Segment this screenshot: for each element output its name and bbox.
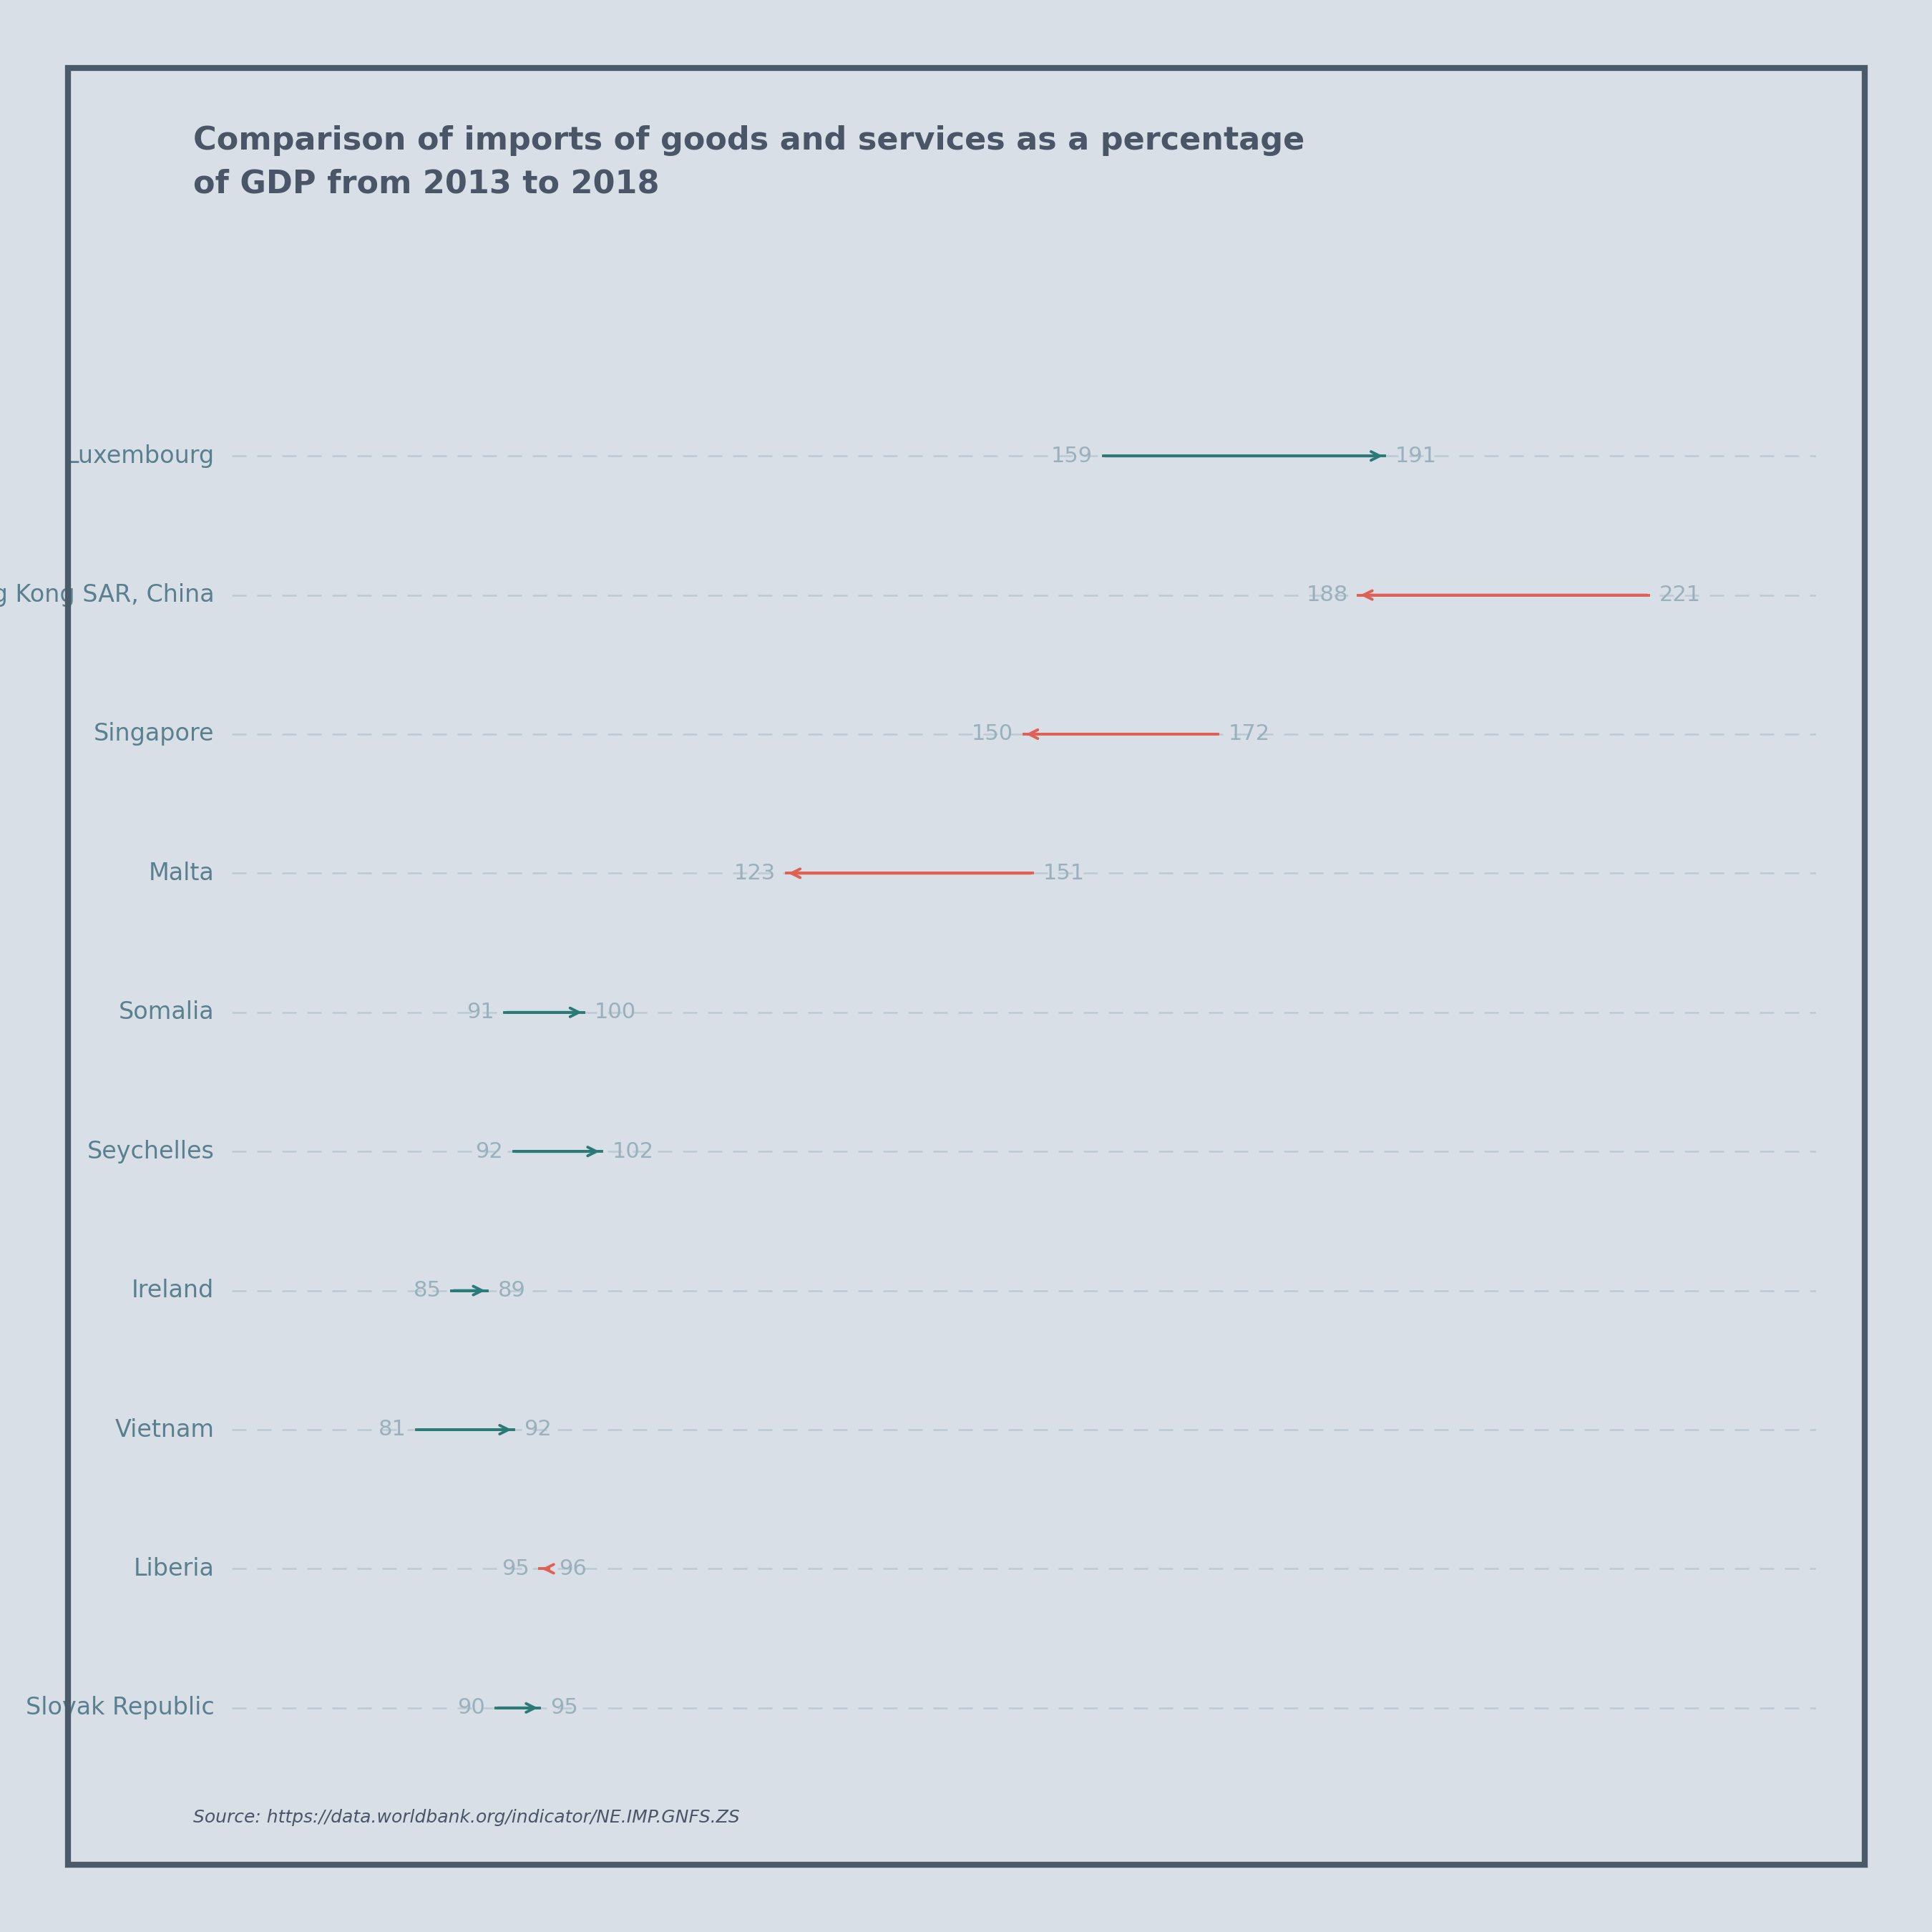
Text: 92: 92 <box>475 1142 502 1161</box>
Text: 89: 89 <box>498 1281 526 1300</box>
Text: 95: 95 <box>551 1698 578 1718</box>
Text: 81: 81 <box>379 1420 406 1439</box>
Text: 91: 91 <box>466 1003 495 1022</box>
Text: 191: 191 <box>1395 446 1437 466</box>
Text: Somalia: Somalia <box>118 1001 214 1024</box>
Text: 85: 85 <box>413 1281 440 1300</box>
Text: Slovak Republic: Slovak Republic <box>25 1696 214 1719</box>
Text: Vietnam: Vietnam <box>114 1418 214 1441</box>
Text: 151: 151 <box>1043 864 1086 883</box>
Text: 159: 159 <box>1051 446 1094 466</box>
Text: Malta: Malta <box>149 862 214 885</box>
Text: 221: 221 <box>1660 585 1700 605</box>
Text: 100: 100 <box>595 1003 636 1022</box>
Text: Seychelles: Seychelles <box>87 1140 214 1163</box>
Text: Source: https://data.worldbank.org/indicator/NE.IMP.GNFS.ZS: Source: https://data.worldbank.org/indic… <box>193 1808 740 1826</box>
Text: 172: 172 <box>1229 724 1269 744</box>
Text: Ireland: Ireland <box>131 1279 214 1302</box>
Text: 102: 102 <box>612 1142 653 1161</box>
Text: 150: 150 <box>972 724 1014 744</box>
Text: 92: 92 <box>524 1420 553 1439</box>
Text: Comparison of imports of goods and services as a percentage
of GDP from 2013 to : Comparison of imports of goods and servi… <box>193 126 1304 199</box>
Text: Liberia: Liberia <box>133 1557 214 1580</box>
Text: Singapore: Singapore <box>93 723 214 746</box>
Text: Luxembourg: Luxembourg <box>66 444 214 468</box>
Text: 188: 188 <box>1306 585 1349 605</box>
Text: 95: 95 <box>502 1559 529 1578</box>
Text: Hong Kong SAR, China: Hong Kong SAR, China <box>0 583 214 607</box>
Text: 90: 90 <box>458 1698 485 1718</box>
Text: 96: 96 <box>558 1559 587 1578</box>
Text: 123: 123 <box>734 864 777 883</box>
